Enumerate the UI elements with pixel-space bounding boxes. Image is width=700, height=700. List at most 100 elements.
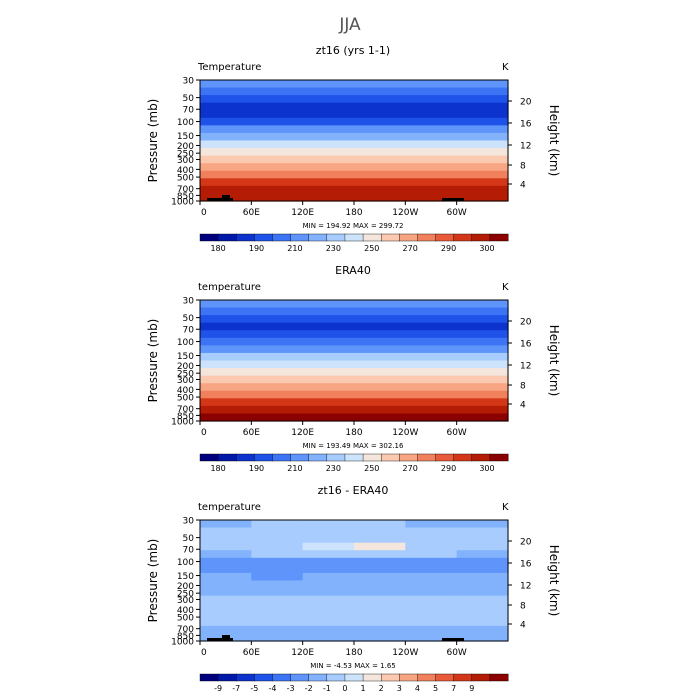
colorbar-label: -3 (287, 684, 295, 693)
heatmap-cell (200, 300, 509, 309)
heatmap-cell (302, 520, 355, 529)
heatmap-cell (456, 535, 509, 544)
x-tick-label: 60W (446, 428, 466, 438)
height-tick-label: 20 (520, 98, 532, 108)
x-tick-label: 120E (291, 208, 314, 218)
colorbar-label: 5 (433, 684, 438, 693)
heatmap-cell (405, 610, 458, 619)
colorbar-swatch (417, 453, 437, 462)
height-tick-label: 16 (520, 120, 532, 130)
heatmap-cell (251, 572, 304, 582)
colorbar-swatch (308, 453, 328, 462)
colorbar-swatch (217, 453, 237, 462)
heatmap-cell (354, 572, 406, 582)
colorbar-swatch (236, 673, 255, 682)
y-tick-label: 70 (183, 546, 195, 556)
colorbar-swatch (471, 233, 491, 242)
heatmap-cell (200, 542, 252, 551)
colorbar-label: 300 (479, 244, 494, 253)
colorbar-swatch (399, 453, 418, 462)
y-tick-label: 300 (177, 156, 194, 166)
heatmap-cell (200, 163, 509, 172)
panel-title: zt16 (yrs 1-1) (316, 44, 390, 57)
heatmap-cell (302, 565, 355, 574)
colorbar-label: 250 (364, 244, 379, 253)
colorbar-swatch (471, 453, 491, 462)
y-tick-label: 850 (177, 192, 194, 202)
x-tick-label: 60E (243, 648, 260, 658)
colorbar-swatch (399, 673, 418, 682)
colorbar-swatch (290, 453, 310, 462)
heatmap-cell (200, 140, 509, 149)
colorbar-swatch (236, 233, 255, 242)
heatmap-cell (200, 595, 252, 604)
colorbar-swatch (290, 233, 310, 242)
heatmap-cell (302, 595, 355, 604)
colorbar-swatch (344, 673, 364, 682)
heatmap-cell (200, 117, 509, 126)
heatmap-cell (251, 618, 304, 627)
heatmap-cell (302, 633, 355, 642)
heatmap-cell (302, 527, 355, 536)
height-tick-label: 20 (520, 318, 532, 328)
y-tick-label: 50 (183, 534, 195, 544)
heatmap-cell (354, 625, 406, 635)
colorbar-label: 270 (403, 464, 418, 473)
heatmap-cell (302, 625, 355, 635)
heatmap-cell (302, 557, 355, 566)
heatmap-cell (302, 618, 355, 627)
x-tick-label: 120W (392, 648, 418, 658)
heatmap-cell (302, 603, 355, 612)
colorbar-swatch (308, 673, 328, 682)
heatmap-cell (251, 588, 304, 597)
y-tick-label: 850 (177, 632, 194, 642)
colorbar-swatch (290, 673, 310, 682)
heatmap-cell (200, 550, 252, 559)
heatmap-cell (456, 542, 509, 551)
colorbar-swatch (453, 453, 473, 462)
colorbar-swatch (417, 673, 437, 682)
y-tick-label: 850 (177, 412, 194, 422)
heatmap-cell (200, 330, 509, 339)
colorbar-swatch (489, 673, 509, 682)
heatmap-cell (354, 550, 406, 559)
height-tick-label: 12 (520, 142, 531, 152)
heatmap-cell (302, 542, 355, 551)
stats-label: MIN = 194.92 MAX = 299.72 (303, 222, 404, 230)
x-tick-label: 60W (446, 208, 466, 218)
heatmap-cell (200, 80, 509, 89)
y-tick-label: 500 (177, 174, 194, 184)
heatmap-cell (200, 625, 252, 635)
colorbar-swatch (326, 233, 346, 242)
heatmap-cell (456, 550, 509, 559)
heatmap-cell (200, 178, 509, 187)
y-axis-label: Pressure (mb) (146, 99, 160, 183)
heatmap-cell (200, 557, 252, 566)
heatmap-cell (456, 580, 509, 589)
height-tick-label: 12 (520, 362, 531, 372)
y-right-axis-label: Height (km) (547, 105, 561, 176)
heatmap-cell (456, 633, 509, 642)
heatmap-cell (200, 148, 509, 157)
heatmap-cell (302, 572, 355, 582)
y-tick-label: 50 (183, 314, 195, 324)
y-tick-label: 150 (177, 352, 194, 362)
heatmap-cell (405, 603, 458, 612)
heatmap-cell (200, 185, 509, 195)
x-tick-label: 60W (446, 648, 466, 658)
colorbar-swatch (380, 673, 400, 682)
y-tick-label: 400 (177, 166, 194, 176)
height-tick-label: 12 (520, 582, 531, 592)
y-tick-label: 250 (177, 370, 194, 380)
x-tick-label: 180 (345, 648, 362, 658)
field-label: temperature (198, 282, 261, 293)
x-tick-label: 120E (291, 648, 314, 658)
heatmap-cell (405, 618, 458, 627)
heatmap-cell (456, 610, 509, 619)
y-tick-label: 700 (177, 625, 194, 635)
colorbar-label: 190 (249, 244, 264, 253)
colorbar-label: 180 (210, 244, 225, 253)
height-tick-label: 8 (520, 382, 526, 392)
heatmap-cell (200, 405, 509, 415)
